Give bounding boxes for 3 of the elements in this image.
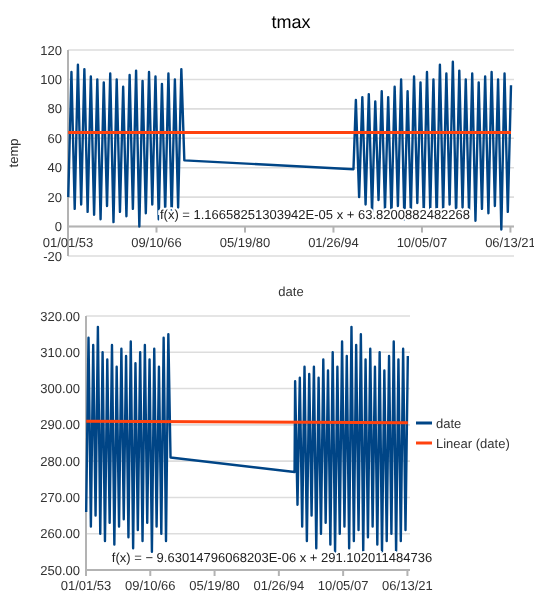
line-series (67, 60, 513, 231)
chart-title: tmax (271, 12, 312, 32)
line-series (84, 325, 410, 554)
